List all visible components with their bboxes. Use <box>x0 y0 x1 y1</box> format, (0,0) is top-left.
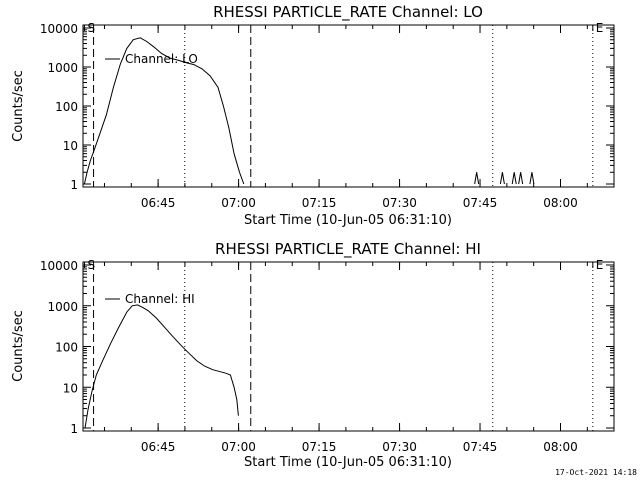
panel-hi-xticks: 06:45 07:00 07:15 07:30 07:45 08:00 <box>103 262 588 454</box>
panel-lo-marker-S: S <box>87 21 95 35</box>
panel-lo: RHESSI PARTICLE_RATE Channel: LO Counts/… <box>11 3 615 228</box>
panel-lo-xticks: 06:45 07:00 07:15 07:30 07:45 08:00 <box>103 25 588 210</box>
panel-hi-xtick-label-08:00: 08:00 <box>543 440 578 454</box>
panel-hi-xtick-label-07:30: 07:30 <box>382 440 417 454</box>
panel-lo-xtick-label-07:00: 07:00 <box>221 196 256 210</box>
panel-lo-xlabel: Start Time (10-Jun-05 06:31:10) <box>244 213 452 228</box>
panel-lo-series <box>83 37 535 185</box>
panel-lo-ytick-label-1000: 1000 <box>47 61 78 75</box>
panel-hi-xtick-label-07:45: 07:45 <box>463 440 498 454</box>
panel-hi-ytick-label-100: 100 <box>55 341 78 355</box>
panel-hi-yticks: 1 10 100 1000 10000 <box>40 259 614 436</box>
panel-hi-xtick-label-06:45: 06:45 <box>141 440 176 454</box>
footer-timestamp: 17-Oct-2021 14:18 <box>555 468 637 477</box>
panel-hi-ytick-label-1000: 1000 <box>47 300 78 314</box>
panel-lo-ytick-label-10: 10 <box>63 139 78 153</box>
panel-lo-ytick-label-100: 100 <box>55 100 78 114</box>
panel-hi-marker-S: S <box>87 258 95 272</box>
panel-lo-ylabel: Counts/sec <box>11 70 26 142</box>
panel-lo-xtick-label-08:00: 08:00 <box>543 196 578 210</box>
panel-lo-marker-E: E <box>596 21 604 35</box>
panel-hi-ytick-label-10000: 10000 <box>40 259 78 273</box>
panel-hi-xlabel: Start Time (10-Jun-05 06:31:10) <box>244 455 452 470</box>
panel-lo-legend-label: Channel: LO <box>125 52 198 66</box>
panel-lo-ytick-label-10000: 10000 <box>40 22 78 36</box>
panel-hi-ytick-label-1: 1 <box>70 422 78 436</box>
panel-lo-spike-1 <box>499 172 505 185</box>
panel-lo-frame <box>82 24 615 188</box>
panel-lo-xtick-label-07:30: 07:30 <box>382 196 417 210</box>
panel-lo-xtick-label-07:15: 07:15 <box>302 196 337 210</box>
panel-hi-marker-E: E <box>596 258 604 272</box>
panel-hi-ylabel: Counts/sec <box>11 310 26 382</box>
panel-hi-xtick-label-07:00: 07:00 <box>221 440 256 454</box>
panel-lo-spike-4 <box>529 172 535 185</box>
panel-lo-ytick-label-1: 1 <box>70 178 78 192</box>
panel-lo-yticks: 1 10 100 1000 10000 <box>40 22 614 192</box>
panel-hi-series-line <box>84 304 239 429</box>
panel-hi-frame <box>82 261 615 432</box>
panel-lo-title: RHESSI PARTICLE_RATE Channel: LO <box>213 3 483 22</box>
panel-hi-ytick-label-10: 10 <box>63 381 78 395</box>
panel-hi-legend-label: Channel: HI <box>125 292 195 306</box>
panel-lo-spike-0 <box>474 172 480 185</box>
panel-hi: RHESSI PARTICLE_RATE Channel: HI Counts/… <box>11 240 615 470</box>
panel-lo-xtick-label-07:45: 07:45 <box>463 196 498 210</box>
panel-lo-spike-3 <box>518 172 524 185</box>
panel-hi-series <box>84 304 239 429</box>
panel-lo-xtick-label-06:45: 06:45 <box>141 196 176 210</box>
panel-lo-spike-2 <box>511 172 517 185</box>
panel-lo-vlines <box>93 25 594 187</box>
panel-hi-vlines <box>93 262 594 431</box>
panel-lo-series-line <box>83 37 245 185</box>
panel-hi-title: RHESSI PARTICLE_RATE Channel: HI <box>215 240 481 259</box>
panel-hi-xtick-label-07:15: 07:15 <box>302 440 337 454</box>
